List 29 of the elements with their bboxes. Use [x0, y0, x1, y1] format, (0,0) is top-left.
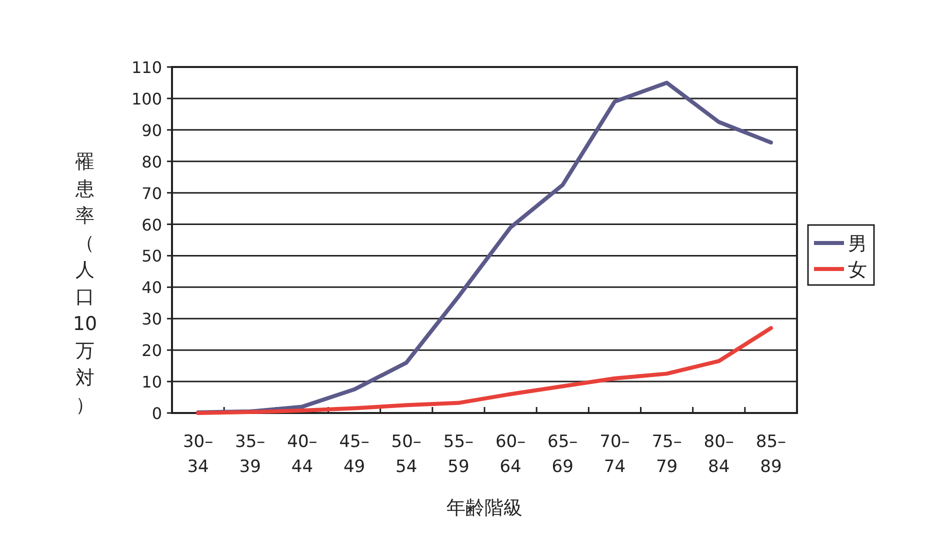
x-tick-label: 65–69	[548, 432, 578, 477]
y-tick-label: 80	[142, 152, 162, 172]
y-tick-label: 0	[152, 404, 162, 423]
y-tick-label: 110	[131, 58, 162, 77]
x-tick-label: 50–54	[391, 432, 422, 477]
y-tick-label: 100	[131, 89, 162, 108]
y-tick-label: 70	[142, 184, 162, 203]
x-axis-title: 年齢階級	[446, 497, 522, 519]
y-tick-label: 20	[142, 341, 162, 360]
x-tick-label: 80–84	[704, 432, 734, 477]
x-tick-label: 55–59	[443, 432, 474, 477]
legend-label: 女	[848, 259, 867, 281]
text: 罹患率（人口10万対）	[72, 151, 98, 416]
x-tick-label: 30–34	[182, 432, 214, 477]
x-tick-label: 40–44	[287, 432, 318, 477]
y-tick-label: 40	[142, 278, 162, 298]
x-tick-label: 60–64	[495, 432, 526, 477]
x-tick-label: 45–49	[339, 432, 370, 477]
y-tick-label: 90	[142, 120, 162, 140]
line-series	[196, 326, 773, 415]
y-tick-label: 50	[142, 246, 162, 266]
y-tick-label: 60	[142, 215, 162, 234]
legend-label: 男	[848, 233, 867, 255]
x-tick-label: 75–79	[652, 432, 682, 477]
x-tick-label: 85–89	[756, 432, 786, 477]
x-tick-label: 35–39	[235, 432, 266, 477]
y-tick-label: 30	[142, 310, 162, 329]
x-tick-label: 70–74	[600, 432, 630, 477]
y-tick-label: 10	[142, 372, 162, 392]
